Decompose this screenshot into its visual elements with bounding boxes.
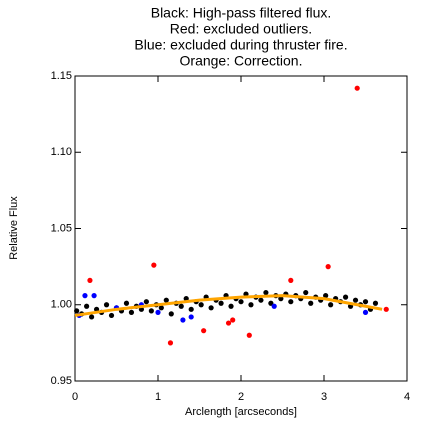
y-tick-label: 1.00 [51,299,72,311]
data-point [342,294,349,300]
x-tick-label: 2 [238,391,244,403]
y-axis-label: Relative Flux [8,196,20,260]
data-point [228,303,234,309]
data-point [208,305,214,311]
data-point [246,332,252,338]
data-point [163,297,169,303]
data-point [243,291,249,297]
data-point [168,311,174,317]
data-point [188,314,194,320]
data-point [198,302,204,308]
data-point [201,328,207,334]
data-point [218,300,224,306]
data-point [183,296,189,302]
data-point [352,297,359,303]
plot-frame [74,75,408,382]
y-tick-label: 0.95 [51,375,72,387]
data-point [288,299,294,305]
data-point [178,303,184,309]
x-tick-label: 1 [155,391,161,403]
correction-line [74,294,383,317]
data-point [268,300,274,306]
data-point [263,289,269,296]
data-point [354,85,360,91]
data-point [308,300,314,306]
data-point [278,296,284,302]
data-point [325,264,331,270]
x-axis-label: Arclength [arcseconds] [185,406,297,418]
x-tick-label: 0 [72,391,78,403]
data-point [87,277,93,283]
data-point [82,293,88,299]
data-point [74,308,80,314]
data-point [258,297,264,303]
title: Black: High-pass filtered flux.Red: excl… [134,5,347,69]
data-point [271,303,277,309]
data-point [84,303,90,309]
data-point [225,320,232,326]
data-point [328,302,334,308]
data-point [323,293,329,299]
data-point [103,302,110,308]
data-point [151,262,157,268]
data-point [128,309,135,315]
data-point [383,306,389,312]
data-point [238,299,244,305]
data-point [372,300,379,306]
data-point [158,305,164,311]
x-tick-label: 3 [321,391,327,403]
title-line: Black: High-pass filtered flux. [151,5,332,21]
data-point [362,309,369,315]
data-point [188,306,194,312]
data-point [91,293,97,299]
data-point [155,309,161,315]
title-line: Orange: Correction. [180,53,303,69]
title-line: Blue: excluded during thruster fire. [134,37,347,53]
data-point [230,317,236,323]
data-point [303,289,309,296]
x-tick-label: 4 [404,391,410,403]
data-point [89,314,95,320]
data-point [288,277,294,283]
y-tick-label: 1.15 [51,70,72,82]
y-tick-label: 1.10 [51,146,72,158]
data-point [108,312,115,319]
data-point [143,299,149,305]
data-point [123,300,130,306]
data-point [167,340,174,346]
data-point [362,299,369,305]
data-point [180,317,186,323]
y-tick-label: 1.05 [51,222,72,234]
data-point [248,302,254,308]
title-line: Red: excluded outliers. [170,21,312,37]
data-point [148,308,154,314]
